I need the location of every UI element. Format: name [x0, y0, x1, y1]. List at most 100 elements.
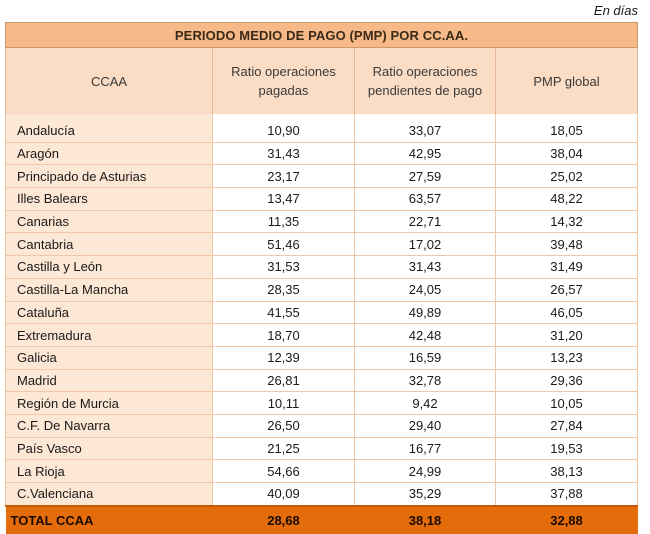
total-label: TOTAL CCAA	[5, 504, 213, 534]
region-name-cell: Región de Murcia	[5, 391, 213, 415]
paid-ratio-cell: 41,55	[212, 301, 355, 325]
table-row: C.F. De Navarra 26,50 29,40 27,84	[5, 414, 639, 438]
pending-ratio-cell: 24,05	[354, 278, 496, 302]
header-separator	[5, 114, 639, 120]
pmp-global-cell: 31,49	[494, 255, 639, 279]
region-name-cell: Castilla-La Mancha	[5, 278, 213, 302]
region-name-cell: Principado de Asturias	[5, 164, 213, 189]
table-row: Illes Balears 13,47 63,57 48,22	[5, 187, 639, 211]
paid-ratio-cell: 21,25	[212, 437, 355, 461]
region-name-cell: Galicia	[5, 346, 213, 370]
pending-ratio-cell: 17,02	[354, 232, 496, 257]
table-row: Extremadura 18,70 42,48 31,20	[5, 323, 639, 347]
pmp-global-cell: 29,36	[494, 369, 639, 393]
column-header-global: PMP global	[494, 47, 639, 114]
pending-ratio-cell: 42,95	[354, 142, 496, 166]
pending-ratio-cell: 16,77	[354, 437, 496, 461]
total-paid: 28,68	[212, 504, 355, 534]
pending-ratio-cell: 35,29	[354, 482, 496, 507]
table-row: Castilla-La Mancha 28,35 24,05 26,57	[5, 278, 639, 302]
table-row: Principado de Asturias 23,17 27,59 25,02	[5, 164, 639, 189]
pmp-table: PERIODO MEDIO DE PAGO (PMP) POR CC.AA. C…	[4, 22, 639, 534]
pmp-global-cell: 31,20	[494, 323, 639, 347]
pmp-global-cell: 39,48	[494, 232, 639, 257]
column-header-pending: Ratio operaciones pendientes de pago	[354, 47, 496, 114]
table-row: País Vasco 21,25 16,77 19,53	[5, 437, 639, 461]
pending-ratio-cell: 33,07	[354, 120, 496, 143]
column-header-pending-line1: Ratio operaciones	[372, 64, 478, 79]
paid-ratio-cell: 54,66	[212, 459, 355, 483]
region-name-cell: Extremadura	[5, 323, 213, 347]
table-row: Aragón 31,43 42,95 38,04	[5, 142, 639, 166]
table-row: Canarias 11,35 22,71 14,32	[5, 210, 639, 234]
total-row: TOTAL CCAA 28,68 38,18 32,88	[5, 504, 638, 534]
table-row: La Rioja 54,66 24,99 38,13	[5, 459, 639, 483]
pmp-global-cell: 37,88	[494, 482, 639, 507]
pmp-global-cell: 38,13	[494, 459, 639, 483]
pmp-global-cell: 46,05	[494, 301, 639, 325]
pending-ratio-cell: 31,43	[354, 255, 496, 279]
column-header-ccaa: CCAA	[5, 47, 213, 114]
table-row: Cantabria 51,46 17,02 39,48	[5, 232, 639, 257]
table-row: Madrid 26,81 32,78 29,36	[5, 369, 639, 393]
pmp-global-cell: 18,05	[494, 120, 639, 143]
table-row: Cataluña 41,55 49,89 46,05	[5, 301, 639, 325]
pending-ratio-cell: 63,57	[354, 187, 496, 211]
paid-ratio-cell: 31,43	[212, 142, 355, 166]
table-row: Castilla y León 31,53 31,43 31,49	[5, 255, 639, 279]
pending-ratio-cell: 27,59	[354, 164, 496, 189]
region-name-cell: Cataluña	[5, 301, 213, 325]
region-name-cell: Andalucía	[5, 120, 213, 143]
pending-ratio-cell: 22,71	[354, 210, 496, 234]
region-name-cell: Castilla y León	[5, 255, 213, 279]
paid-ratio-cell: 13,47	[212, 187, 355, 211]
paid-ratio-cell: 40,09	[212, 482, 355, 507]
table-row: Región de Murcia 10,11 9,42 10,05	[5, 391, 639, 415]
total-pending: 38,18	[354, 504, 496, 534]
pending-ratio-cell: 9,42	[354, 391, 496, 415]
paid-ratio-cell: 31,53	[212, 255, 355, 279]
pending-ratio-cell: 29,40	[354, 414, 496, 438]
table-row: Andalucía 10,90 33,07 18,05	[5, 120, 639, 143]
table-body: Andalucía 10,90 33,07 18,05 Aragón 31,43 42,95…	[5, 120, 639, 507]
column-header-paid-line2: pagadas	[258, 83, 309, 98]
pmp-global-cell: 48,22	[494, 187, 639, 211]
pending-ratio-cell: 24,99	[354, 459, 496, 483]
region-name-cell: C.Valenciana	[5, 482, 213, 507]
paid-ratio-cell: 23,17	[212, 164, 355, 189]
total-global: 32,88	[495, 504, 638, 534]
region-name-cell: País Vasco	[5, 437, 213, 461]
paid-ratio-cell: 51,46	[212, 232, 355, 257]
pending-ratio-cell: 16,59	[354, 346, 496, 370]
column-header-paid-line1: Ratio operaciones	[231, 64, 336, 79]
pmp-global-cell: 27,84	[494, 414, 639, 438]
region-name-cell: Madrid	[5, 369, 213, 393]
pmp-global-cell: 13,23	[494, 346, 639, 370]
pmp-global-cell: 14,32	[494, 210, 639, 234]
region-name-cell: Cantabria	[5, 232, 213, 257]
pmp-global-cell: 25,02	[494, 164, 639, 189]
paid-ratio-cell: 26,81	[212, 369, 355, 393]
region-name-cell: C.F. De Navarra	[5, 414, 213, 438]
pmp-global-cell: 10,05	[494, 391, 639, 415]
paid-ratio-cell: 26,50	[212, 414, 355, 438]
region-name-cell: Canarias	[5, 210, 213, 234]
column-header-pending-line2: pendientes de pago	[367, 83, 483, 98]
pmp-global-cell: 26,57	[494, 278, 639, 302]
table-title: PERIODO MEDIO DE PAGO (PMP) POR CC.AA.	[4, 22, 639, 48]
table-row: C.Valenciana 40,09 35,29 37,88	[5, 482, 639, 507]
pending-ratio-cell: 42,48	[354, 323, 496, 347]
region-name-cell: La Rioja	[5, 459, 213, 483]
table-row: Galicia 12,39 16,59 13,23	[5, 346, 639, 370]
pending-ratio-cell: 32,78	[354, 369, 496, 393]
region-name-cell: Aragón	[5, 142, 213, 166]
paid-ratio-cell: 12,39	[212, 346, 355, 370]
pmp-global-cell: 19,53	[494, 437, 639, 461]
paid-ratio-cell: 28,35	[212, 278, 355, 302]
unit-note: En días	[593, 3, 638, 18]
paid-ratio-cell: 11,35	[212, 210, 355, 234]
paid-ratio-cell: 10,11	[212, 391, 355, 415]
paid-ratio-cell: 10,90	[212, 120, 355, 143]
region-name-cell: Illes Balears	[5, 187, 213, 211]
column-header-paid: Ratio operaciones pagadas	[212, 47, 355, 114]
